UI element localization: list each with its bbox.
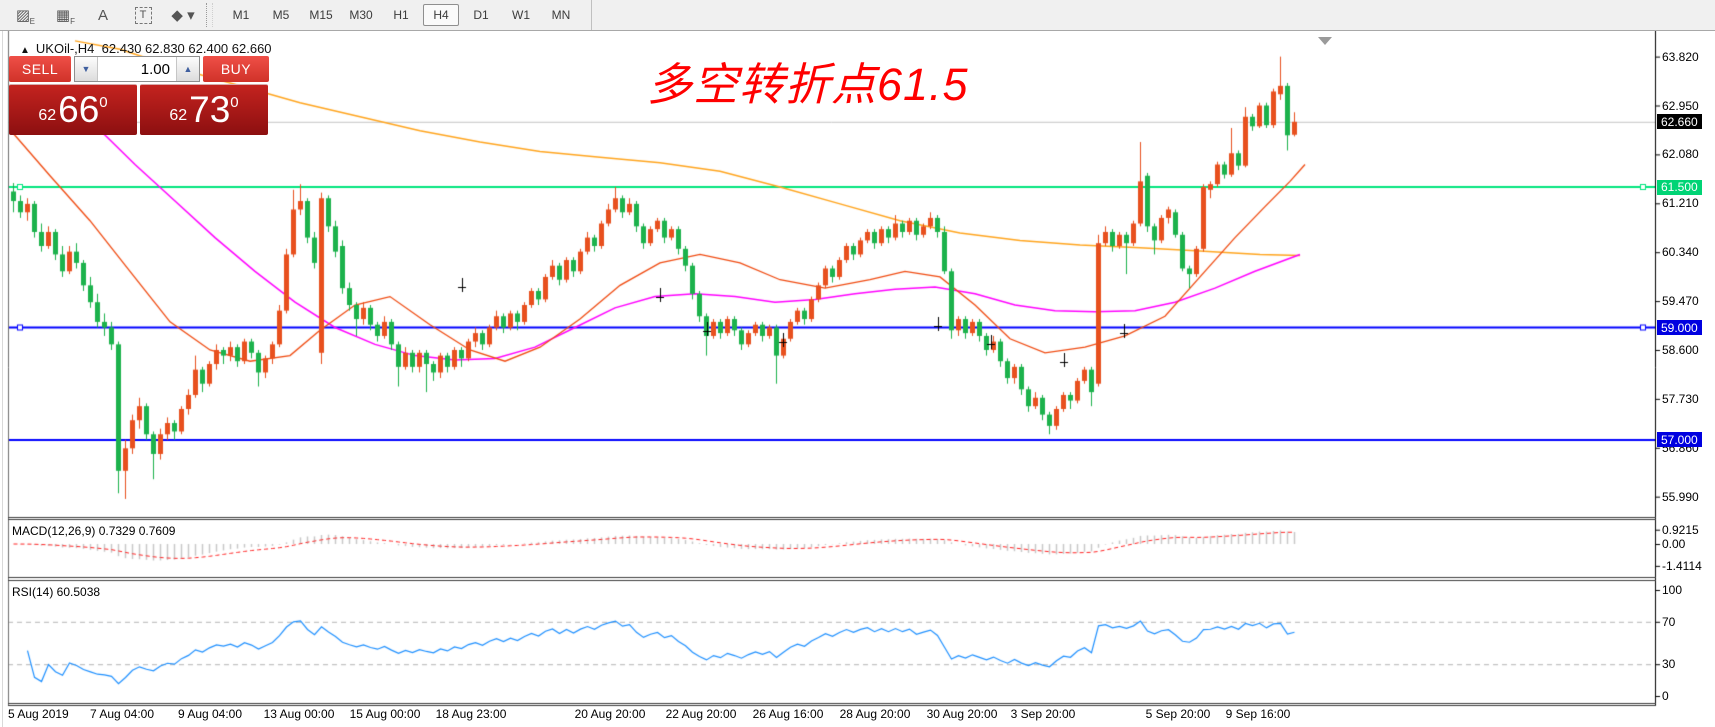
timeframe-button-mn[interactable]: MN <box>551 8 571 22</box>
price-axis-tick: 55.990 <box>1662 489 1699 504</box>
buy-price-button[interactable]: 62 73 0 <box>140 84 268 135</box>
chart-shift-marker-icon[interactable] <box>1318 37 1332 45</box>
experts-chart-icon[interactable]: ▨ E <box>15 7 35 26</box>
macd-label: MACD(12,26,9) 0.7329 0.7609 <box>12 524 176 538</box>
objects-dropdown-icon[interactable]: ◆ ▾ <box>171 7 195 24</box>
timeframe-button-h1[interactable]: H1 <box>393 8 409 22</box>
price-tag-61.500: 61.500 <box>1657 179 1702 195</box>
timeframe-button-h4[interactable]: H4 <box>423 4 459 26</box>
sell-price-prefix: 62 <box>38 107 57 124</box>
volume-decrease-button[interactable]: ▼ <box>75 57 98 81</box>
text-label-icon[interactable]: A <box>97 6 108 24</box>
price-tag-57.000: 57.000 <box>1657 432 1702 448</box>
price-axis-tick: 57.730 <box>1662 391 1699 406</box>
ohlc-quote-label: 62.430 62.830 62.400 62.660 <box>101 41 272 56</box>
price-tag-59.000: 59.000 <box>1657 320 1702 335</box>
symbol-period-label: UKOil-,H4 <box>35 41 95 56</box>
sell-price-button[interactable]: 62 66 0 <box>9 84 137 135</box>
one-click-trade-panel: SELL ▼ ▲ BUY 62 66 0 62 73 0 <box>9 56 269 135</box>
time-axis-label: 9 Sep 16:00 <box>1225 707 1291 721</box>
rsi-axis-tick: 30 <box>1662 657 1676 672</box>
buy-price-fraction: 0 <box>230 93 239 111</box>
time-axis-label: 30 Aug 20:00 <box>926 707 998 721</box>
timeframe-button-group: M1 M5 M15 M30 H1 H4 D1 W1 MN <box>221 4 581 26</box>
sell-price-fraction: 0 <box>99 93 108 111</box>
time-axis-label: 22 Aug 20:00 <box>665 707 737 721</box>
time-axis-label: 9 Aug 04:00 <box>177 707 243 721</box>
macd-axis-tick: -1.4114 <box>1662 558 1702 573</box>
collapse-arrow-icon[interactable]: ▲ <box>20 45 30 56</box>
chart-header: ▲ UKOil-,H4 62.430 62.830 62.400 62.660 <box>20 41 272 56</box>
timeframe-button-m30[interactable]: M30 <box>349 8 373 22</box>
price-axis-tick: 62.080 <box>1662 147 1699 162</box>
rsi-axis-tick: 0 <box>1662 689 1669 703</box>
grid-icon[interactable]: ▦ F <box>55 7 75 26</box>
price-axis-tick: 61.210 <box>1662 196 1699 211</box>
time-axis-label: 28 Aug 20:00 <box>839 707 911 721</box>
buy-price-prefix: 62 <box>169 107 188 124</box>
time-axis-label: 3 Sep 20:00 <box>1010 707 1076 721</box>
volume-input[interactable] <box>98 57 176 81</box>
price-axis-tick: 62.950 <box>1662 98 1699 113</box>
volume-spinner: ▼ ▲ <box>74 56 200 82</box>
toolbar-separator <box>206 3 213 27</box>
sell-price-pips: 66 <box>58 89 100 130</box>
chart-text-annotation: 多空转折点61.5 <box>647 59 969 110</box>
window-left-edge <box>2 30 3 727</box>
time-axis-label: 26 Aug 16:00 <box>752 707 824 721</box>
timeframe-button-m1[interactable]: M1 <box>232 8 250 22</box>
time-axis-label: 5 Sep 20:00 <box>1145 707 1211 721</box>
time-axis-label: 15 Aug 00:00 <box>349 707 421 721</box>
current-price-tag: 62.660 <box>1657 114 1702 130</box>
timeframe-button-m5[interactable]: M5 <box>272 8 290 22</box>
rsi-axis-tick: 70 <box>1662 614 1676 629</box>
macd-axis-tick: 0.00 <box>1662 537 1686 551</box>
rsi-axis-tick: 100 <box>1662 583 1683 597</box>
sell-button[interactable]: SELL <box>9 56 71 82</box>
volume-increase-button[interactable]: ▲ <box>176 57 199 81</box>
macd-axis-tick: 0.9215 <box>1662 522 1699 537</box>
buy-button[interactable]: BUY <box>203 56 269 82</box>
toolbar-icon-group: ▨ E ▦ F A T ◆ ▾ <box>0 4 196 26</box>
top-toolbar: ▨ E ▦ F A T ◆ ▾ M1 M5 M15 M30 H1 H4 D1 W1 MN <box>0 0 1715 31</box>
time-axis-label: 5 Aug 2019 <box>8 707 69 721</box>
price-axis-tick: 60.340 <box>1662 245 1699 260</box>
buy-price-pips: 73 <box>189 89 231 130</box>
timeframe-button-m15[interactable]: M15 <box>309 8 333 22</box>
rsi-label: RSI(14) 60.5038 <box>12 585 101 599</box>
time-axis-label: 20 Aug 20:00 <box>574 707 646 721</box>
price-axis-tick: 59.470 <box>1662 294 1699 309</box>
time-axis-label: 7 Aug 04:00 <box>89 707 155 721</box>
text-box-icon[interactable]: T <box>130 4 156 26</box>
timeframe-button-d1[interactable]: D1 <box>473 8 489 22</box>
toolbar-separator-2 <box>591 0 592 30</box>
timeframe-button-w1[interactable]: W1 <box>512 8 530 22</box>
price-axis-tick: 58.600 <box>1662 342 1699 357</box>
time-axis-label: 18 Aug 23:00 <box>435 707 507 721</box>
price-axis-tick: 63.820 <box>1662 49 1699 64</box>
time-axis-label: 13 Aug 00:00 <box>263 707 335 721</box>
